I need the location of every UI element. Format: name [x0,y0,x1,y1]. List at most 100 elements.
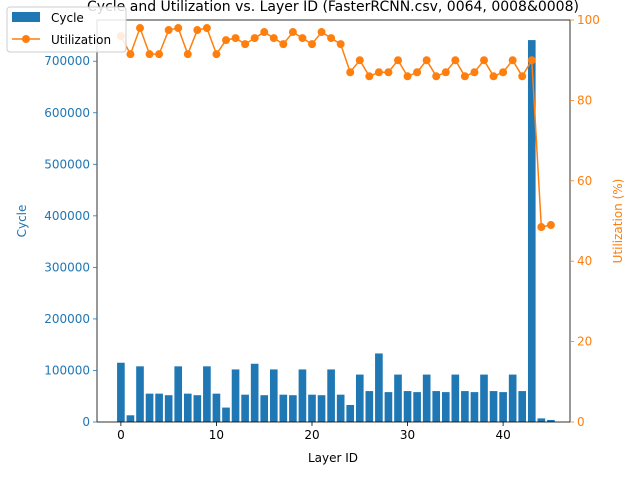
bar-cycle-layer-6 [174,366,183,422]
utilization-point-layer-25 [355,56,364,65]
bar-cycle-layer-30 [403,391,412,422]
utilization-point-layer-22 [327,34,336,43]
right-y-tick-label: 100 [577,13,600,27]
x-tick-label: 10 [209,428,224,442]
bar-cycle-layer-23 [336,394,345,422]
utilization-point-layer-8 [193,26,202,35]
chart-title: Cycle and Utilization vs. Layer ID (Fast… [87,0,579,15]
bar-cycle-layer-33 [432,391,441,422]
bar-cycle-layer-4 [155,393,163,422]
utilization-point-layer-21 [317,28,326,37]
bar-cycle-layer-15 [260,395,269,422]
bar-cycle-layer-25 [355,374,364,422]
bar-cycle-layer-38 [480,374,488,422]
left-y-tick-label: 200000 [44,312,90,326]
utilization-point-layer-15 [260,28,269,37]
utilization-point-layer-30 [403,72,412,81]
utilization-point-layer-19 [298,34,307,43]
utilization-point-layer-42 [518,72,527,81]
utilization-point-layer-23 [336,40,345,49]
axes [96,19,571,423]
line-series-utilization [116,24,555,232]
utilization-point-layer-39 [489,72,498,81]
utilization-point-layer-5 [164,26,173,35]
bar-cycle-layer-36 [461,391,469,422]
utilization-point-layer-12 [231,34,240,43]
utilization-point-layer-28 [384,68,393,77]
bar-cycle-layer-34 [441,392,450,422]
utilization-point-layer-41 [508,56,517,65]
utilization-point-layer-31 [413,68,422,77]
utilization-point-layer-26 [365,72,374,81]
right-y-tick-label: 60 [577,174,592,188]
legend-label-cycle: Cycle [51,11,84,25]
bar-cycle-layer-1 [126,415,135,422]
bar-cycle-layer-16 [269,369,278,422]
bar-cycle-layer-13 [241,394,249,422]
bar-cycle-layer-19 [298,369,307,422]
utilization-point-layer-16 [269,34,278,43]
x-tick-label: 20 [304,428,319,442]
bar-cycle-layer-2 [136,366,144,422]
bar-cycle-layer-18 [289,395,297,422]
bar-cycle-layer-22 [327,369,335,422]
bar-cycle-layer-20 [308,394,316,422]
utilization-point-layer-33 [432,72,441,81]
bar-cycle-layer-14 [250,363,259,422]
bar-cycle-layer-0 [117,362,125,422]
bar-cycle-layer-37 [470,392,479,422]
utilization-point-layer-35 [451,56,460,65]
bar-cycle-layer-42 [518,391,527,422]
bar-cycle-layer-44 [537,418,546,422]
legend: Cycle Utilization [6,6,127,53]
utilization-point-layer-17 [279,40,288,49]
utilization-point-layer-29 [394,56,402,65]
right-y-tick-label: 80 [577,93,592,107]
bar-cycle-layer-27 [375,353,383,422]
utilization-point-layer-44 [537,223,546,232]
utilization-line [120,25,552,228]
bar-cycle-layer-41 [508,374,517,422]
right-y-tick-label: 40 [577,254,592,268]
utilization-point-layer-20 [308,40,316,49]
utilization-point-layer-27 [374,68,383,77]
bar-cycle-layer-45 [547,419,555,422]
utilization-point-layer-6 [174,24,183,33]
utilization-point-layer-45 [546,221,555,230]
legend-swatch-utilization-marker [22,35,30,43]
bar-cycle-layer-17 [279,394,288,422]
right-y-tick-label: 20 [577,335,592,349]
bar-cycle-layer-39 [489,391,498,422]
utilization-point-layer-37 [470,68,479,77]
right-y-axis-label: Utilization (%) [611,179,625,264]
utilization-point-layer-10 [212,50,221,59]
bar-cycle-layer-43 [527,40,536,422]
left-y-tick-label: 600000 [44,106,90,120]
utilization-point-layer-24 [346,68,355,77]
legend-swatch-cycle [12,12,40,22]
bar-cycle-layer-12 [231,369,240,422]
left-y-tick-label: 0 [82,415,90,429]
utilization-point-layer-2 [136,24,144,33]
bar-cycle-layer-5 [164,395,173,422]
left-y-tick-label: 400000 [44,209,90,223]
legend-label-utilization: Utilization [51,33,111,47]
x-tick-label: 30 [400,428,415,442]
bar-cycle-layer-26 [365,391,374,422]
utilization-point-layer-32 [422,56,431,65]
bar-cycle-layer-29 [394,374,402,422]
left-y-tick-label: 500000 [44,157,90,171]
utilization-point-layer-11 [222,36,230,45]
bar-cycle-layer-11 [222,407,230,422]
utilization-point-layer-40 [499,68,508,77]
left-y-tick-label: 300000 [44,260,90,274]
right-y-tick-label: 0 [577,415,585,429]
bar-cycle-layer-24 [346,404,355,422]
left-y-tick-label: 700000 [44,54,90,68]
bar-cycle-layer-21 [317,395,326,422]
bar-series-cycle [117,40,555,422]
left-y-tick-label: 100000 [44,363,90,377]
bar-cycle-layer-40 [499,392,507,422]
utilization-point-layer-18 [288,28,297,37]
utilization-point-layer-4 [155,50,164,59]
